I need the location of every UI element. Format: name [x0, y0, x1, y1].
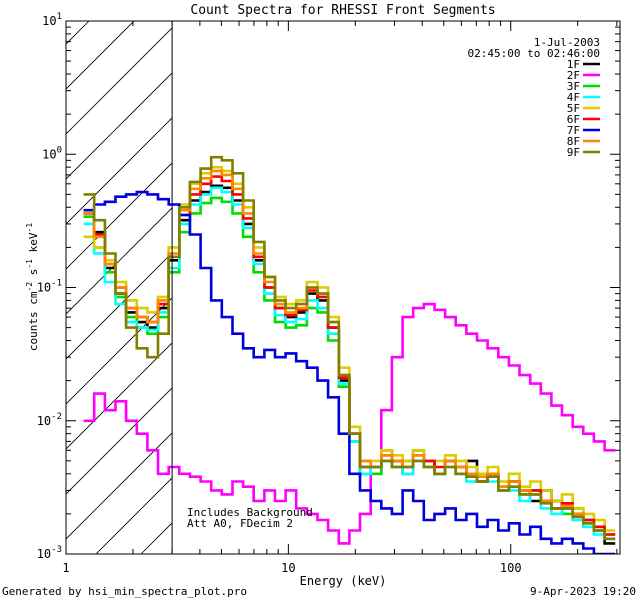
legend-label-2F: 2F — [567, 69, 580, 82]
hatch-line — [66, 252, 173, 360]
y-tick-label: 10-2 — [37, 412, 62, 428]
legend-label-4F: 4F — [567, 91, 580, 104]
hatch-line — [66, 432, 173, 540]
legend-label-5F: 5F — [567, 102, 580, 115]
x-tick-label: 1 — [62, 561, 69, 575]
legend-label-6F: 6F — [567, 113, 580, 126]
hatch-line — [66, 207, 173, 315]
hatch-line — [66, 387, 173, 495]
x-axis-label: Energy (keV) — [300, 574, 387, 588]
series-line-9F — [83, 155, 616, 541]
series-line-8F — [83, 169, 616, 541]
observation-date: 1-Jul-2003 — [534, 36, 600, 49]
x-tick-label: 10 — [281, 561, 295, 575]
series-line-2F — [83, 302, 616, 545]
hatched-region — [66, 21, 173, 554]
x-tick-label: 100 — [500, 561, 522, 575]
y-axis-label: counts cm-2 s-1 keV-1 — [25, 223, 40, 351]
y-tick-label: 101 — [42, 12, 62, 28]
hatch-line — [140, 522, 173, 554]
hatch-line — [66, 72, 173, 180]
series-line-3F — [83, 196, 616, 536]
legend-label-9F: 9F — [567, 146, 580, 159]
series-line-5F — [83, 165, 616, 532]
legend-label-7F: 7F — [567, 124, 580, 137]
footer-timestamp: 9-Apr-2023 19:20 — [530, 585, 636, 598]
legend-label-1F: 1F — [567, 58, 580, 71]
y-tick-label: 100 — [42, 145, 62, 161]
annotation-attenuator: Att A0, FDecim 2 — [187, 517, 293, 530]
legend-label-3F: 3F — [567, 80, 580, 93]
y-tick-label: 10-3 — [37, 545, 62, 561]
footer-generator: Generated by hsi_min_spectra_plot.pro — [2, 585, 247, 598]
observation-time-range: 02:45:00 to 02:46:00 — [468, 47, 600, 60]
annotation-background: Includes Background — [187, 506, 313, 519]
chart-title: Count Spectra for RHESSI Front Segments — [190, 3, 495, 18]
hatch-line — [66, 27, 173, 135]
plot-frame — [65, 20, 621, 555]
legend-label-8F: 8F — [567, 135, 580, 148]
y-tick-label: 10-1 — [37, 279, 62, 295]
